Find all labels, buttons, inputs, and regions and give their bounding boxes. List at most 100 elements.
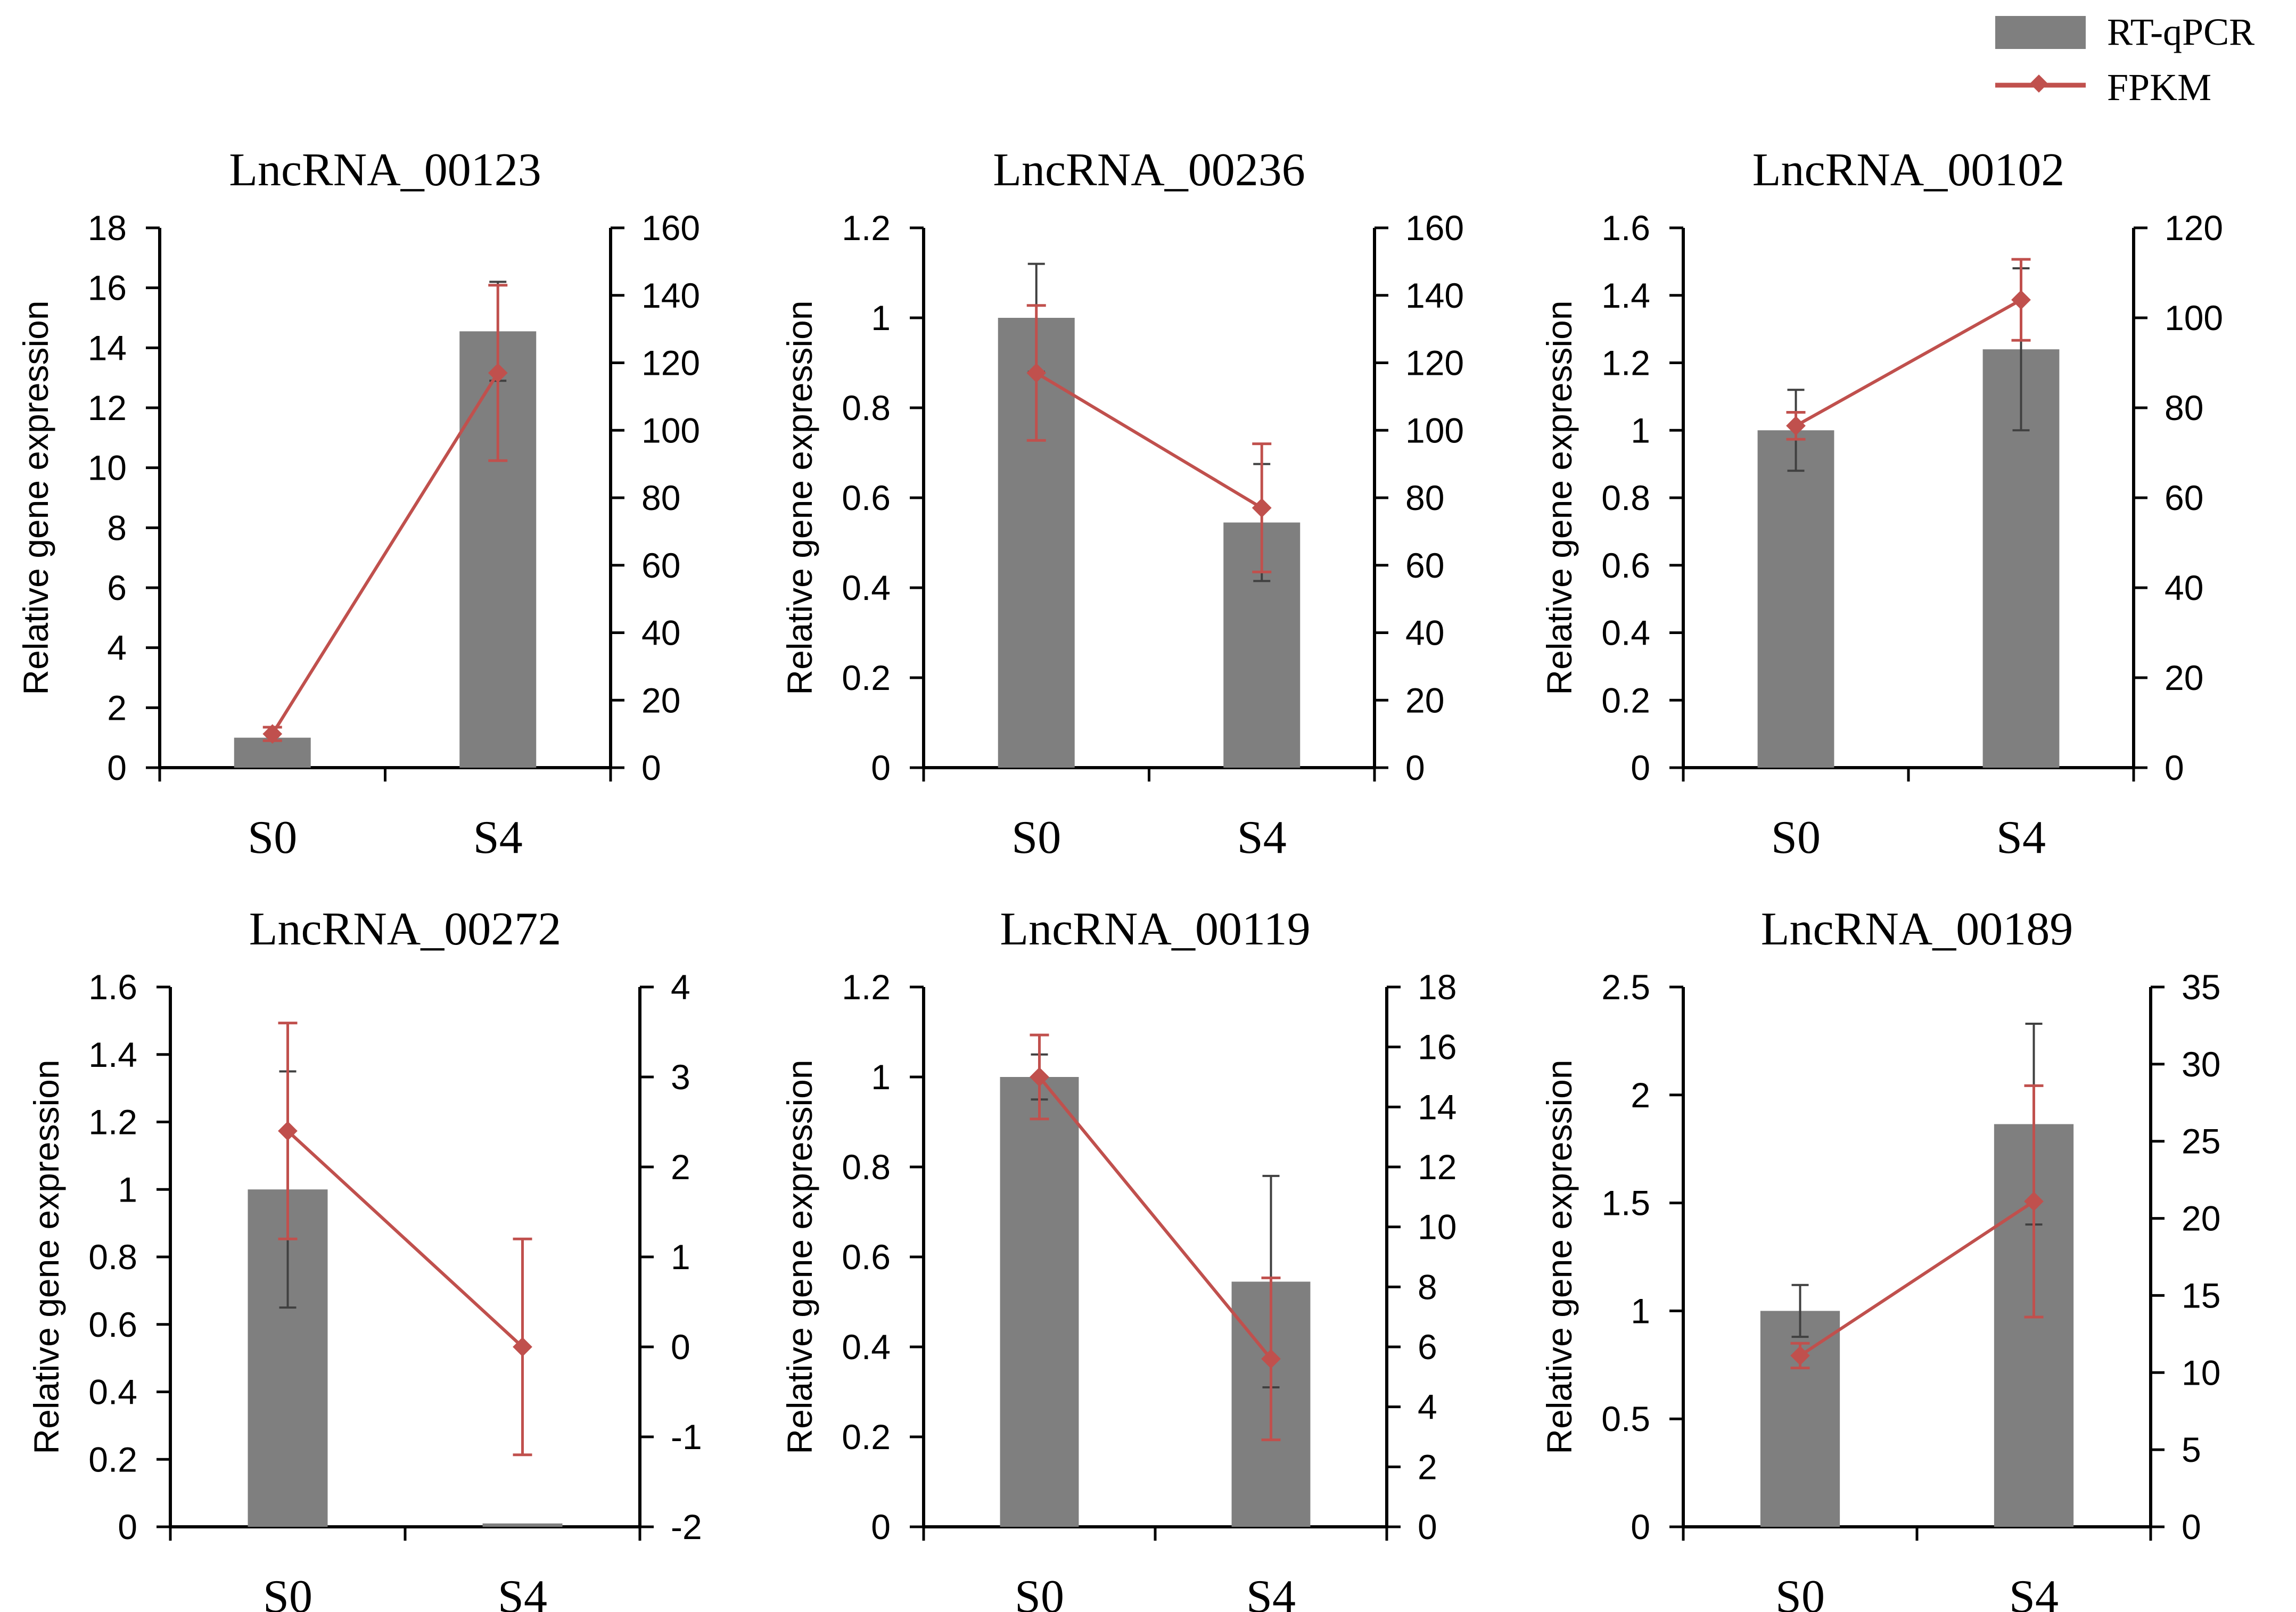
right-tick-label: 40 [1405, 613, 1444, 653]
left-tick-label: 1.6 [1601, 208, 1650, 248]
category-label: S0 [263, 1571, 312, 1612]
left-tick-label: 0 [118, 1507, 137, 1547]
left-tick-label: 1.2 [88, 1103, 137, 1142]
left-tick-label: 0.5 [1601, 1399, 1650, 1438]
left-tick-label: 1.2 [1601, 343, 1650, 383]
left-tick-label: 1 [871, 1057, 891, 1097]
category-label: S4 [1996, 812, 2046, 863]
right-tick-label: 20 [1405, 680, 1444, 720]
right-tick-label: 80 [2165, 388, 2203, 427]
y-axis-label: Relative gene expression [16, 300, 55, 695]
category-label: S0 [1771, 812, 1821, 863]
right-tick-label: 18 [1418, 967, 1456, 1007]
left-tick-label: 6 [107, 568, 127, 607]
right-tick-label: -2 [671, 1507, 702, 1547]
right-tick-label: 160 [1405, 208, 1464, 248]
fpkm-point-marker [1261, 1349, 1281, 1369]
right-tick-label: 10 [1418, 1207, 1456, 1247]
bar [1757, 430, 1834, 768]
right-tick-label: 20 [2165, 658, 2203, 697]
right-tick-label: 120 [1405, 343, 1464, 383]
right-tick-label: 5 [2182, 1430, 2201, 1469]
fpkm-point-marker [2024, 1191, 2044, 1212]
left-tick-label: 10 [88, 448, 127, 488]
right-tick-label: 0 [2165, 748, 2184, 787]
right-tick-label: 14 [1418, 1087, 1456, 1126]
fpkm-series-line [271, 372, 499, 735]
left-tick-label: 0 [871, 1507, 891, 1547]
category-label: S4 [473, 812, 523, 863]
right-tick-label: 0 [641, 748, 661, 787]
left-tick-label: 16 [88, 268, 127, 308]
right-tick-label: 0 [671, 1327, 690, 1367]
y-axis-label: Relative gene expression [780, 300, 819, 695]
left-tick-label: 0 [1631, 1507, 1650, 1547]
right-tick-label: 40 [2165, 568, 2203, 607]
fpkm-series-line [1799, 1200, 2035, 1357]
fpkm-series-line [1035, 371, 1263, 509]
chart-title: LncRNA_00189 [1761, 903, 2073, 955]
chart-panel-4: LncRNA_00272 Relative gene expression 0 0.2… [27, 903, 702, 1612]
left-tick-label: 0.2 [842, 658, 891, 697]
bar [1000, 1077, 1079, 1527]
chart-panel-3: LncRNA_00102 Relative gene expression 0 0.2… [1540, 144, 2223, 863]
right-tick-label: 80 [1405, 478, 1444, 517]
right-tick-label: 10 [2182, 1353, 2220, 1392]
left-tick-label: 0.8 [1601, 478, 1650, 517]
category-label: S0 [1011, 812, 1061, 863]
left-tick-label: 0.6 [842, 478, 891, 517]
y-axis-label: Relative gene expression [780, 1059, 819, 1454]
right-tick-label: 16 [1418, 1027, 1456, 1067]
right-tick-label: 100 [641, 410, 700, 450]
right-tick-label: 0 [1418, 1507, 1437, 1547]
left-tick-label: 2 [1631, 1075, 1650, 1115]
left-tick-label: 8 [107, 508, 127, 547]
left-tick-label: 0 [871, 748, 891, 787]
right-tick-label: 12 [1418, 1147, 1456, 1187]
left-tick-label: 0.8 [842, 1147, 891, 1187]
left-tick-label: 18 [88, 208, 127, 248]
left-tick-label: 1 [1631, 410, 1650, 450]
fpkm-point-marker [278, 1121, 298, 1141]
legend: RT-qPCR FPKM [1995, 11, 2254, 109]
bar [482, 1523, 563, 1527]
legend-bar-swatch [1995, 16, 2086, 49]
right-tick-label: 120 [641, 343, 700, 383]
right-tick-label: 120 [2165, 208, 2223, 248]
left-tick-label: 2 [107, 688, 127, 727]
right-tick-label: 140 [1405, 276, 1464, 315]
right-tick-label: 60 [2165, 478, 2203, 517]
legend-bar-label: RT-qPCR [2107, 11, 2254, 53]
left-tick-label: 0.2 [842, 1417, 891, 1457]
right-tick-label: 1 [671, 1237, 690, 1277]
left-tick-label: 0.6 [88, 1305, 137, 1344]
y-axis-label: Relative gene expression [27, 1059, 66, 1454]
category-label: S4 [2009, 1571, 2059, 1612]
legend-line-label: FPKM [2107, 66, 2211, 109]
left-tick-label: 1.2 [842, 208, 891, 248]
fpkm-point-marker [1786, 416, 1806, 436]
right-tick-label: 60 [641, 546, 680, 585]
chart-panel-6: LncRNA_00189 Relative gene expression 0 0.5… [1540, 903, 2220, 1612]
fpkm-point-marker [1252, 498, 1272, 518]
chart-panel-5: LncRNA_00119 Relative gene expression 0 0.2… [780, 903, 1456, 1612]
left-tick-label: 14 [88, 328, 127, 367]
right-tick-label: 4 [671, 967, 690, 1007]
right-tick-label: 15 [2182, 1276, 2220, 1315]
left-tick-label: 0 [1631, 748, 1650, 787]
category-label: S4 [498, 1571, 547, 1612]
left-tick-label: 0.4 [842, 1327, 891, 1367]
category-label: S4 [1246, 1571, 1296, 1612]
left-tick-label: 0.4 [842, 568, 891, 607]
left-tick-label: 0.8 [842, 388, 891, 427]
chart-panel-2: LncRNA_00236 Relative gene expression 0 0.2… [780, 144, 1464, 863]
fpkm-point-marker [1030, 1067, 1049, 1087]
right-tick-label: 0 [1405, 748, 1425, 787]
left-tick-label: 4 [107, 628, 127, 668]
right-tick-label: 20 [641, 680, 680, 720]
legend-diamond-marker [2030, 75, 2048, 93]
fpkm-point-marker [488, 363, 508, 383]
fpkm-point-marker [2011, 290, 2031, 310]
fpkm-series-line [1038, 1076, 1272, 1360]
